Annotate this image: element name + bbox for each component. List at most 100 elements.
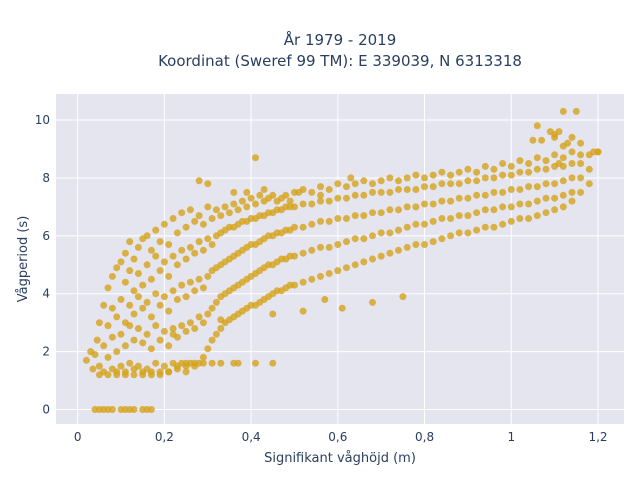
scatter-point xyxy=(585,180,593,188)
scatter-point xyxy=(291,281,298,289)
scatter-point xyxy=(429,238,437,246)
scatter-point xyxy=(208,215,216,222)
scatter-point xyxy=(377,229,385,237)
scatter-point xyxy=(208,241,216,248)
scatter-point xyxy=(577,188,585,196)
scatter-point xyxy=(525,200,533,208)
scatter-point xyxy=(191,287,199,295)
scatter-point xyxy=(317,183,324,191)
scatter-point xyxy=(121,371,129,379)
scatter-point xyxy=(186,278,194,286)
scatter-point xyxy=(147,313,155,321)
scatter-point xyxy=(147,406,155,413)
scatter-point xyxy=(282,191,290,199)
scatter-point xyxy=(160,258,168,266)
scatter-point xyxy=(499,188,507,196)
x-tick-label: 1,2 xyxy=(588,430,607,444)
scatter-point xyxy=(403,203,411,211)
scatter-point xyxy=(191,325,199,332)
scatter-point xyxy=(217,316,225,324)
scatter-point xyxy=(412,220,420,228)
scatter-point xyxy=(165,368,173,376)
scatter-point xyxy=(152,290,160,298)
scatter-point xyxy=(225,209,233,217)
scatter-point xyxy=(525,215,533,222)
scatter-point xyxy=(317,197,324,205)
scatter-point xyxy=(386,188,394,196)
y-tick-label: 6 xyxy=(42,229,50,243)
scatter-point xyxy=(438,168,446,176)
scatter-point xyxy=(169,252,177,260)
scatter-point xyxy=(317,272,324,280)
scatter-point xyxy=(542,157,550,165)
scatter-point xyxy=(421,183,428,191)
scatter-point xyxy=(308,188,316,196)
scatter-point xyxy=(568,174,576,182)
scatter-point xyxy=(334,215,342,222)
scatter-point xyxy=(386,206,394,214)
scatter-point xyxy=(104,371,112,379)
scatter-point xyxy=(481,206,489,214)
scatter-point xyxy=(130,336,138,344)
scatter-point xyxy=(156,371,164,379)
scatter-point xyxy=(104,353,112,361)
scatter-point xyxy=(104,322,112,330)
scatter-point xyxy=(507,186,515,193)
scatter-point xyxy=(204,345,212,353)
scatter-point xyxy=(429,183,437,191)
scatter-point xyxy=(243,203,251,211)
scatter-point xyxy=(260,186,268,193)
scatter-point xyxy=(551,194,559,202)
scatter-point xyxy=(473,177,481,185)
scatter-point xyxy=(204,235,212,243)
scatter-point xyxy=(412,203,420,211)
scatter-point xyxy=(551,206,559,214)
scatter-point xyxy=(243,188,251,196)
scatter-point xyxy=(538,136,546,144)
scatter-point xyxy=(542,165,550,173)
scatter-point xyxy=(308,246,316,254)
scatter-point xyxy=(143,330,151,338)
scatter-point xyxy=(334,241,342,248)
scatter-point xyxy=(156,301,164,309)
scatter-point xyxy=(178,281,186,289)
scatter-point xyxy=(455,229,463,237)
scatter-point xyxy=(555,128,563,136)
scatter-point xyxy=(360,212,368,220)
scatter-point xyxy=(533,122,541,130)
scatter-point xyxy=(308,200,316,208)
scatter-point xyxy=(113,371,121,379)
scatter-point xyxy=(499,220,507,228)
scatter-point xyxy=(438,197,446,205)
scatter-point xyxy=(147,275,155,283)
scatter-point xyxy=(165,342,173,350)
scatter-point xyxy=(438,215,446,222)
y-tick-label: 10 xyxy=(35,113,50,127)
scatter-point xyxy=(93,336,101,344)
scatter-point xyxy=(291,252,298,260)
x-tick-labels: 0 0,2 0,4 0,6 0,8 1 1,2 xyxy=(74,430,608,444)
x-tick-label: 0,6 xyxy=(328,430,347,444)
scatter-point xyxy=(321,296,329,303)
scatter-point xyxy=(204,180,212,188)
scatter-point xyxy=(369,232,376,240)
scatter-point xyxy=(351,191,359,199)
scatter-point xyxy=(117,258,125,266)
scatter-point xyxy=(325,217,333,225)
scatter-point xyxy=(351,212,359,220)
scatter-point xyxy=(507,162,515,170)
scatter-point xyxy=(317,243,324,251)
scatter-point xyxy=(130,287,138,295)
scatter-point xyxy=(186,319,194,327)
scatter-point xyxy=(195,177,203,185)
scatter-point xyxy=(572,107,580,115)
scatter-point xyxy=(299,200,307,208)
scatter-points xyxy=(82,107,602,413)
scatter-point xyxy=(421,174,428,182)
scatter-point xyxy=(447,171,455,179)
scatter-point xyxy=(130,371,138,379)
scatter-point xyxy=(429,171,437,179)
scatter-point xyxy=(386,249,394,257)
scatter-point xyxy=(525,168,533,176)
scatter-point xyxy=(95,371,103,379)
